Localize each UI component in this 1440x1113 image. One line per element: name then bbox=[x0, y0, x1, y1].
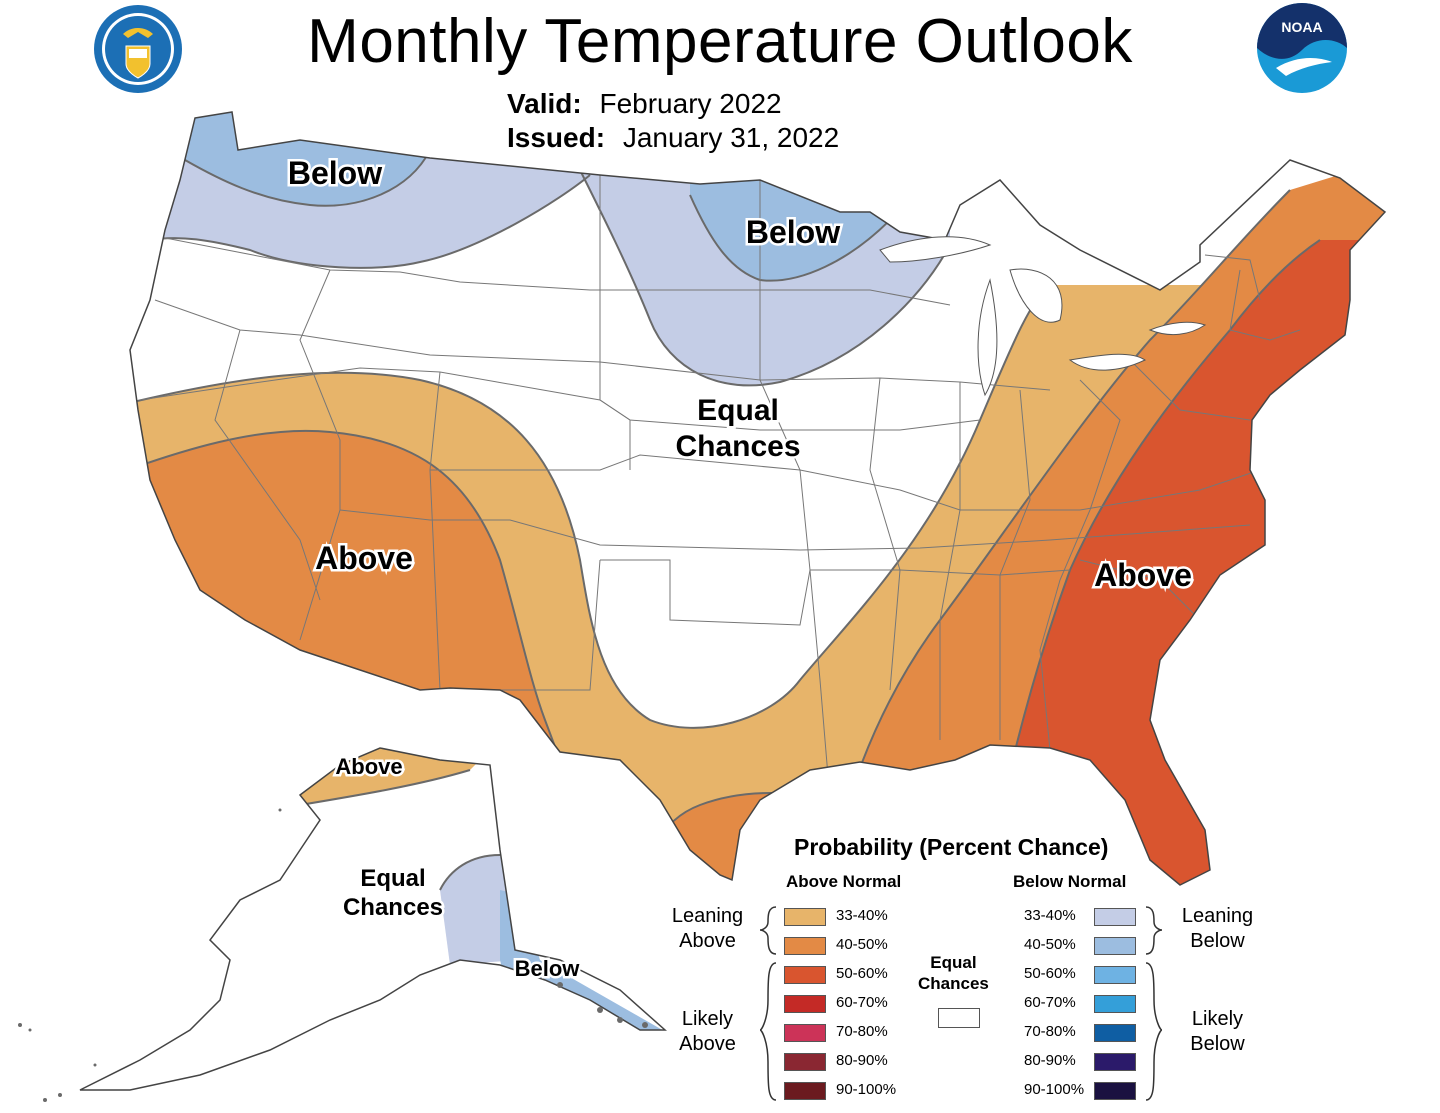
valid-label: Valid: bbox=[507, 88, 582, 119]
legend-above-swatch bbox=[784, 1024, 826, 1042]
page-title: Monthly Temperature Outlook bbox=[307, 7, 1133, 76]
legend-leaning-below: Leaning Below bbox=[1170, 904, 1265, 954]
alaska-outline bbox=[79, 747, 667, 1091]
legend-likely-below-line2: Below bbox=[1190, 1033, 1245, 1055]
legend-below-range: 40-50% bbox=[1024, 936, 1076, 953]
legend: Probability (Percent Chance) Above Norma… bbox=[660, 830, 1440, 1113]
legend-above-range: 90-100% bbox=[836, 1081, 897, 1098]
label-west-above: Above bbox=[315, 540, 413, 576]
legend-below-range: 90-100% bbox=[1024, 1081, 1085, 1098]
legend-below-header: Below Normal bbox=[1013, 872, 1127, 891]
legend-below-range: 80-90% bbox=[1024, 1052, 1076, 1069]
label-equal-chances-1: Equal bbox=[697, 394, 779, 427]
department-of-commerce-seal-icon bbox=[94, 5, 182, 93]
issued-line: Issued: January 31, 2022 bbox=[507, 122, 839, 154]
state-borders bbox=[139, 175, 1301, 801]
legend-above-swatch bbox=[784, 908, 826, 926]
great-lakes bbox=[879, 236, 1207, 397]
legend-above-swatch bbox=[784, 966, 826, 984]
legend-likely-below: Likely Below bbox=[1170, 1007, 1265, 1057]
legend-leaning-below-line2: Below bbox=[1190, 930, 1245, 952]
legend-likely-above-line2: Above bbox=[679, 1033, 736, 1055]
legend-above-range: 50-60% bbox=[836, 965, 888, 982]
conus-outline bbox=[129, 111, 1387, 886]
alaska-islands bbox=[18, 808, 648, 1102]
valid-value: February 2022 bbox=[599, 88, 782, 119]
legend-below-range: 70-80% bbox=[1024, 1023, 1076, 1040]
legend-below-swatch bbox=[1094, 966, 1136, 984]
legend-equal-line2: Chances bbox=[918, 974, 989, 993]
legend-below-swatch bbox=[1094, 1082, 1136, 1100]
legend-above-range: 60-70% bbox=[836, 994, 888, 1011]
legend-above-range: 40-50% bbox=[836, 936, 888, 953]
label-ak-equal-2: Chances bbox=[343, 894, 443, 921]
legend-equal-line1: Equal bbox=[930, 953, 977, 972]
legend-above-swatch bbox=[784, 937, 826, 955]
legend-below-range: 60-70% bbox=[1024, 994, 1076, 1011]
legend-equal-swatch bbox=[938, 1008, 980, 1028]
valid-line: Valid: February 2022 bbox=[507, 88, 782, 120]
label-ak-below: Below bbox=[515, 956, 581, 981]
legend-below-swatch bbox=[1094, 1024, 1136, 1042]
label-nw-below: Below bbox=[288, 155, 382, 191]
legend-above-swatch bbox=[784, 1053, 826, 1071]
legend-below-range: 33-40% bbox=[1024, 907, 1076, 924]
legend-leaning-above-line1: Leaning bbox=[671, 905, 744, 927]
label-equal-chances-2: Chances bbox=[675, 430, 800, 463]
label-ak-equal-1: Equal bbox=[360, 865, 425, 892]
legend-above-header: Above Normal bbox=[786, 872, 902, 891]
legend-leaning-above: Leaning Above bbox=[660, 904, 755, 954]
legend-above-swatch bbox=[784, 1082, 826, 1100]
legend-leaning-below-line1: Leaning bbox=[1181, 905, 1254, 927]
noaa-logo-icon: NOAA bbox=[1257, 3, 1347, 93]
issued-value: January 31, 2022 bbox=[622, 122, 840, 153]
legend-above-swatch bbox=[784, 995, 826, 1013]
legend-title: Probability (Percent Chance) bbox=[794, 834, 1109, 860]
legend-below-swatch bbox=[1094, 995, 1136, 1013]
legend-below-swatch bbox=[1094, 908, 1136, 926]
legend-braces bbox=[759, 906, 1163, 1101]
legend-likely-above: Likely Above bbox=[660, 1007, 755, 1057]
legend-equal-chances: Equal Chances bbox=[918, 952, 989, 994]
legend-below-range: 50-60% bbox=[1024, 965, 1076, 982]
legend-below-swatch bbox=[1094, 937, 1136, 955]
issued-label: Issued: bbox=[507, 122, 606, 153]
legend-likely-above-line1: Likely bbox=[681, 1008, 734, 1030]
legend-below-swatch bbox=[1094, 1053, 1136, 1071]
noaa-logo-text: NOAA bbox=[1281, 19, 1322, 35]
legend-above-range: 70-80% bbox=[836, 1023, 888, 1040]
label-mn-below: Below bbox=[746, 214, 840, 250]
legend-likely-below-line1: Likely bbox=[1191, 1008, 1244, 1030]
legend-above-range: 80-90% bbox=[836, 1052, 888, 1069]
legend-leaning-above-line2: Above bbox=[679, 930, 736, 952]
label-ak-above: Above bbox=[335, 754, 402, 779]
label-east-above: Above bbox=[1094, 557, 1192, 593]
legend-above-range: 33-40% bbox=[836, 907, 888, 924]
